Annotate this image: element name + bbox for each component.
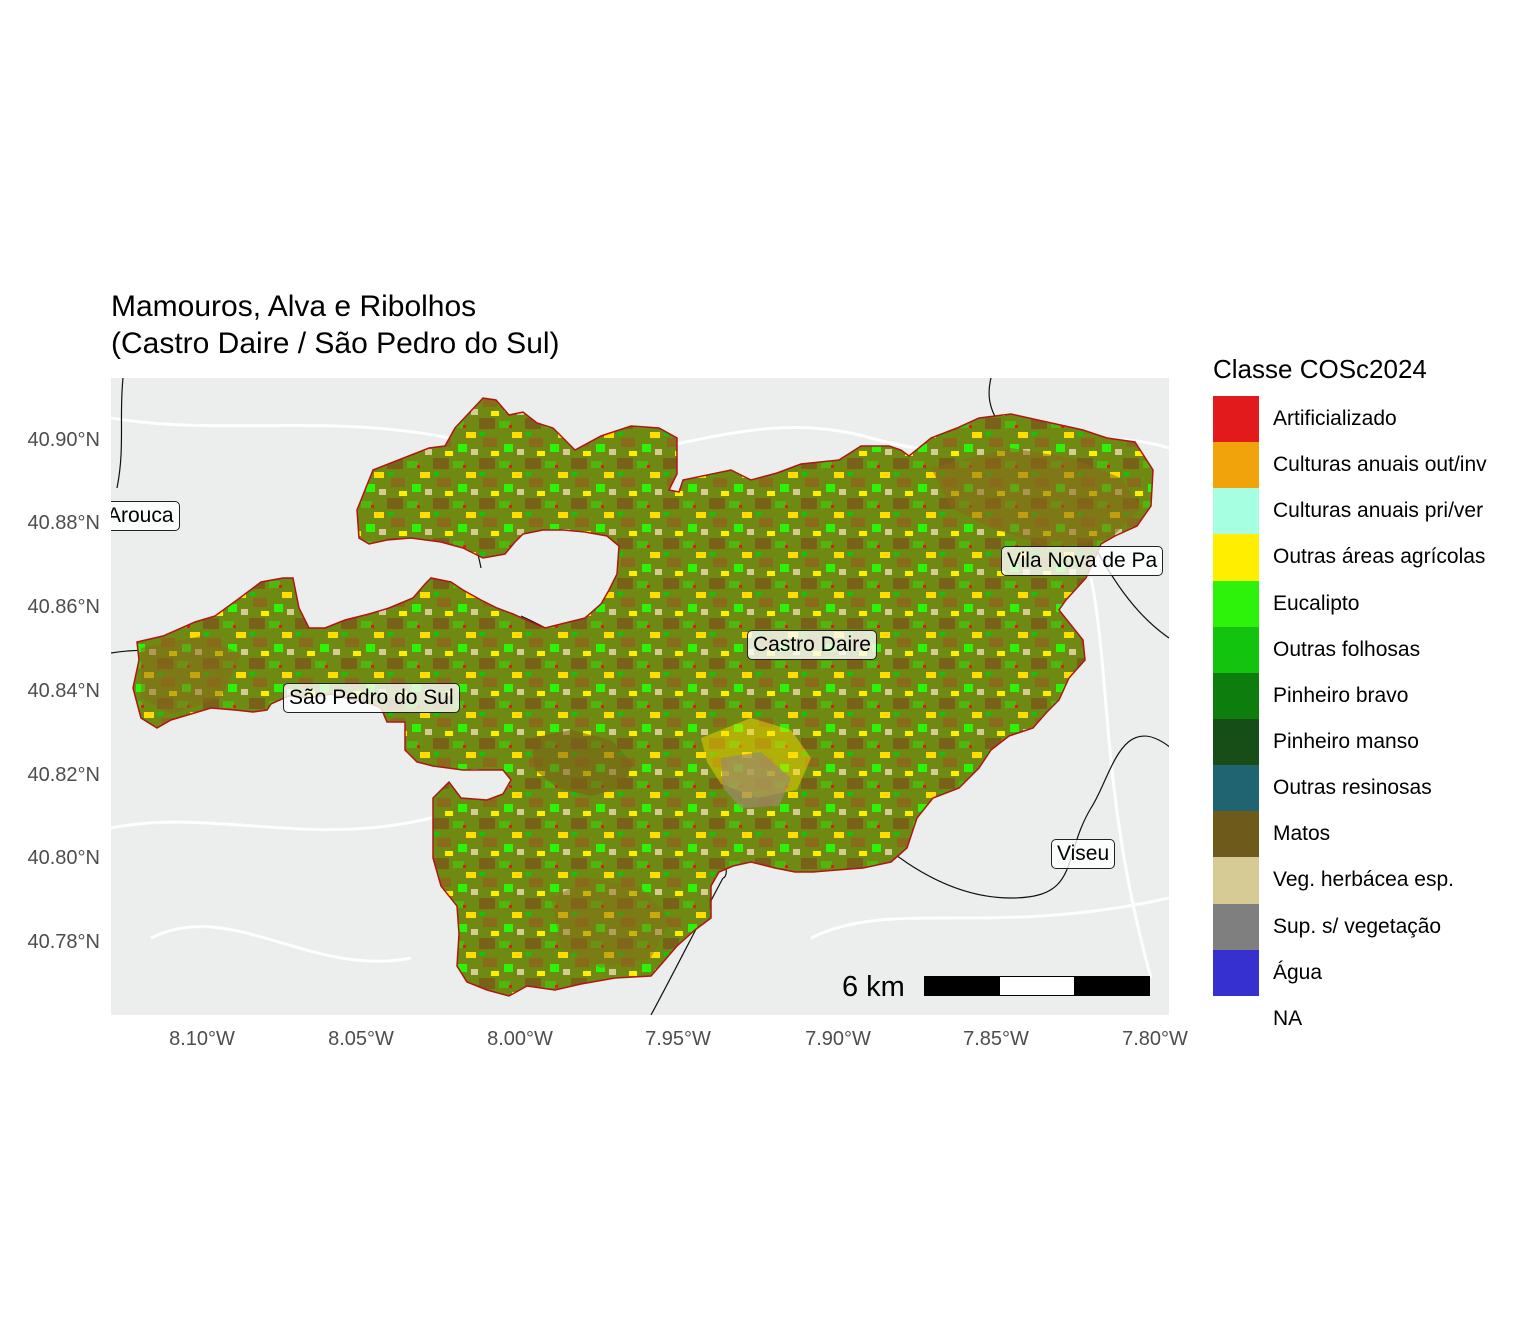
x-tick-label: 7.85°W [963, 1028, 1029, 1050]
y-tick-label: 40.82°N [27, 764, 101, 786]
legend-swatch [1213, 672, 1259, 719]
x-tick-label: 7.95°W [645, 1028, 711, 1050]
legend-swatch [1213, 718, 1259, 766]
legend-item: Outras folhosas [1213, 626, 1487, 673]
map-title-line-2: (Castro Daire / São Pedro do Sul) [111, 327, 560, 360]
legend-label: Culturas anuais out/inv [1273, 453, 1487, 477]
legend-label: Outras áreas agrícolas [1273, 545, 1486, 569]
legend-swatch [1213, 488, 1259, 535]
legend-item: Matos [1213, 811, 1487, 858]
legend-swatch [1213, 996, 1259, 1042]
legend-item: Eucalipto [1213, 580, 1487, 627]
legend: Artificializado Culturas anuais out/inv Cu… [1213, 396, 1487, 1042]
legend-label: Eucalipto [1273, 591, 1360, 615]
legend-swatch [1213, 534, 1259, 581]
legend-item: Pinheiro bravo [1213, 672, 1487, 719]
legend-swatch [1213, 811, 1259, 858]
place-label-arouca: Arouca [111, 501, 180, 531]
legend-item: Artificializado [1213, 396, 1487, 443]
legend-label: Outras folhosas [1273, 637, 1421, 661]
map-title: Mamouros, Alva e Ribolhos (Castro Daire … [111, 288, 560, 362]
y-tick-label: 40.86°N [27, 596, 101, 618]
legend-label: Pinheiro manso [1273, 730, 1419, 754]
scale-bar-label: 6 km [842, 971, 905, 1003]
y-tick-label: 40.80°N [27, 847, 101, 869]
legend-item: Culturas anuais out/inv [1213, 442, 1487, 489]
map-panel[interactable]: Arouca Vila Nova de Pa Castro Daire São … [111, 378, 1169, 1015]
legend-label: Água [1273, 960, 1323, 984]
legend-label: Artificializado [1273, 407, 1397, 431]
x-tick-label: 8.05°W [328, 1028, 394, 1050]
x-tick-label: 8.00°W [487, 1028, 553, 1050]
scale-bar-segment [999, 977, 1075, 995]
legend-item: Pinheiro manso [1213, 718, 1487, 766]
legend-label: Culturas anuais pri/ver [1273, 499, 1484, 523]
legend-label: Pinheiro bravo [1273, 683, 1409, 707]
legend-item: Veg. herbácea esp. [1213, 857, 1487, 904]
x-tick-label: 7.80°W [1122, 1028, 1188, 1050]
legend-swatch [1213, 626, 1259, 673]
y-tick-label: 40.88°N [27, 512, 101, 534]
x-tick-label: 8.10°W [169, 1028, 235, 1050]
legend-label: Sup. s/ vegetação [1273, 914, 1442, 938]
legend-swatch [1213, 903, 1259, 950]
place-label-vila-nova: Vila Nova de Pa [1001, 546, 1164, 576]
legend-item: Outras resinosas [1213, 765, 1487, 812]
legend-swatch [1213, 580, 1259, 627]
legend-swatch [1213, 442, 1259, 489]
place-label-sao-pedro: São Pedro do Sul [283, 683, 460, 713]
place-label-castro-daire: Castro Daire [747, 630, 877, 660]
y-tick-label: 40.84°N [27, 680, 101, 702]
legend-item: Outras áreas agrícolas [1213, 534, 1487, 581]
x-tick-label: 7.90°W [805, 1028, 871, 1050]
legend-swatch [1213, 949, 1259, 996]
place-label-viseu: Viseu [1051, 839, 1116, 869]
legend-label: NA [1273, 1006, 1303, 1030]
legend-item: Sup. s/ vegetação [1213, 903, 1487, 950]
y-tick-label: 40.90°N [27, 429, 101, 451]
legend-item: Água [1213, 949, 1487, 996]
legend-swatch [1213, 765, 1259, 812]
legend-label: Matos [1273, 822, 1331, 846]
scale-bar-segment [925, 977, 1000, 995]
legend-label: Veg. herbácea esp. [1273, 868, 1454, 892]
legend-title: Classe COSc2024 [1213, 354, 1427, 384]
legend-swatch [1213, 857, 1259, 904]
legend-item: Culturas anuais pri/ver [1213, 488, 1487, 535]
scale-bar-segment [1074, 977, 1150, 995]
y-tick-label: 40.78°N [27, 931, 101, 953]
legend-item: NA [1213, 996, 1487, 1042]
map-title-line-1: Mamouros, Alva e Ribolhos [111, 290, 477, 323]
scale-bar [924, 976, 1150, 996]
study-area-landcover [132, 397, 1154, 997]
legend-swatch [1213, 396, 1259, 443]
map-canvas [111, 378, 1169, 1015]
legend-label: Outras resinosas [1273, 776, 1432, 800]
